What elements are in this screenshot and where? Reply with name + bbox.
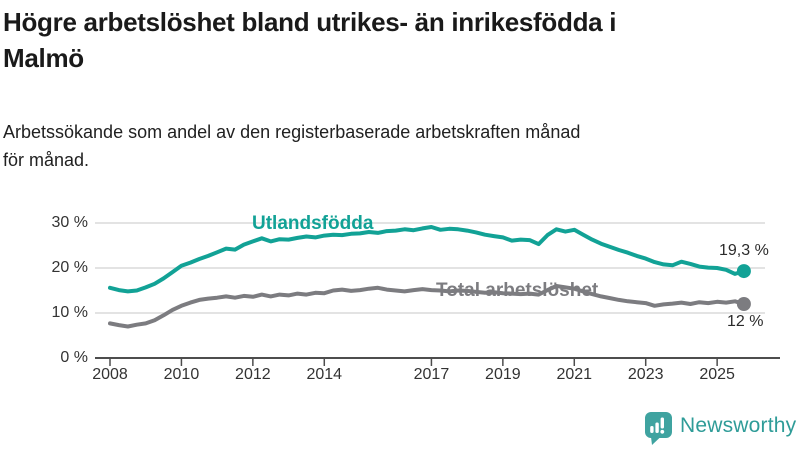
x-tick-label-2019: 2019 [485, 366, 521, 383]
page-title-line1: Högre arbetslöshet bland utrikes- än inr… [3, 7, 617, 37]
total-arbetsloshet-line [108, 284, 746, 329]
total-arbetsloshet-endpoint-dot [736, 297, 751, 311]
page-title-line2: Malmö [3, 43, 84, 73]
end-value-utlandsfodda: 19,3 % [719, 242, 769, 259]
series-label-total-arbetsloshet: Total arbetslöshet [436, 280, 599, 301]
x-tick-label-2008: 2008 [92, 366, 128, 383]
x-tick-label-2021: 2021 [556, 366, 593, 383]
x-tick-label-2017: 2017 [413, 366, 450, 383]
chart-subtitle-line2: för månad. [3, 150, 90, 170]
x-tick-label-2010: 2010 [163, 366, 200, 383]
chart-subtitle: Arbetssökande som andel av den registerb… [3, 118, 783, 174]
newsworthy-logo[interactable]: Newsworthy [644, 411, 796, 446]
x-tick-label-2012: 2012 [235, 366, 271, 383]
series-label-utlandsfodda: Utlandsfödda [252, 213, 374, 234]
end-value-total-arbetsloshet: 12 % [727, 313, 764, 330]
x-tick-label-2014: 2014 [306, 366, 343, 383]
y-tick-label-30: 30 % [51, 214, 88, 231]
y-tick-label-0: 0 % [60, 349, 88, 366]
chart-subtitle-line1: Arbetssökande som andel av den registerb… [3, 122, 581, 142]
x-tick-label-2025: 2025 [699, 366, 735, 383]
y-tick-label-20: 20 % [51, 259, 88, 276]
x-tick-label-2023: 2023 [627, 366, 664, 383]
bar-chart-bubble-icon [645, 412, 672, 445]
newsworthy-wordmark: Newsworthy [680, 413, 797, 437]
utlandsfodda-line [108, 225, 746, 294]
page-title: Högre arbetslöshet bland utrikes- än inr… [3, 4, 797, 76]
y-tick-label-10: 10 % [51, 304, 88, 321]
utlandsfodda-endpoint-dot [736, 264, 751, 279]
